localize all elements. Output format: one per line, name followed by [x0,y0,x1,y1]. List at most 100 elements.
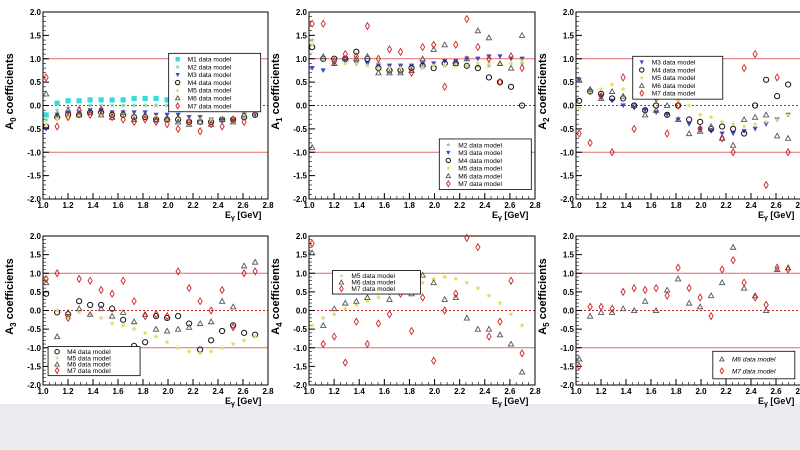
marker-diamond [153,309,159,319]
y-tick-label: 0.5 [30,288,42,297]
marker-diamond [464,14,470,24]
marker-star [442,62,448,69]
marker-star [708,114,714,120]
marker-diamond [420,42,426,52]
legend-label: M5 data model [652,75,696,82]
marker-star [486,60,492,66]
marker-star [519,60,525,66]
marker-diamond [620,287,626,297]
x-tick-label: 1.6 [645,201,657,210]
marker-triangle [352,297,360,304]
marker-triangle [75,305,83,312]
x-tick-label: 2.8 [795,201,800,210]
x-tick-label: 1.8 [404,387,416,396]
marker-diamond [54,366,60,375]
x-tick-label: 2.8 [262,387,274,396]
marker-star [252,109,258,115]
marker-triangle [119,108,127,116]
marker-diamond [664,129,670,138]
marker-square [98,97,104,103]
x-tick-label: 2.4 [745,387,757,396]
marker-circle [719,123,726,130]
marker-star [54,116,60,122]
marker-diamond [431,356,437,366]
y-tick-label: -1.5 [560,362,574,371]
marker-triangle-down [486,54,492,60]
marker-diamond [519,63,525,73]
marker-diamond [153,117,159,127]
marker-triangle [108,312,116,319]
x-tick-label: 2.4 [212,201,224,210]
marker-star [153,333,159,339]
marker-triangle [707,292,715,299]
marker-star [353,60,360,66]
marker-star [98,111,104,118]
marker-diamond [697,293,703,302]
marker-diamond [353,317,359,326]
x-tick-label: 2.2 [187,201,199,210]
marker-square [175,57,180,62]
x-tick-label: 1.2 [329,387,341,396]
marker-circle [785,81,792,88]
x-tick-label: 2.0 [695,387,707,396]
marker-triangle [641,111,649,118]
series-m5-data-model [43,277,258,356]
x-tick-label: 1.2 [595,201,607,210]
marker-triangle [240,262,248,269]
legend-label: M6 data model [458,173,502,180]
x-axis-label: Eγ [GeV] [492,396,528,408]
marker-star [175,87,180,93]
x-tick-label: 1.6 [379,201,391,210]
marker-triangle-down [497,54,503,60]
marker-triangle [630,101,638,109]
marker-star [339,273,344,278]
marker-square [164,97,170,103]
marker-diamond [98,285,104,295]
marker-triangle [75,111,83,118]
marker-diamond [54,122,60,131]
marker-star [375,60,382,66]
marker-star [785,111,791,118]
legend-label: M6 data model [652,83,696,90]
x-tick-label: 1.0 [303,387,315,396]
y-tick-label: 1.0 [296,269,308,278]
marker-diamond [375,319,382,328]
marker-diamond [785,148,791,157]
x-tick-label: 2.2 [454,201,466,210]
y-tick-label: -0.5 [560,125,574,134]
marker-star [774,116,780,122]
marker-triangle [386,69,393,76]
marker-circle [219,327,226,335]
marker-diamond [442,306,448,315]
marker-star [419,279,426,285]
marker-diamond [309,239,315,248]
legend-label: M7 data model [732,368,776,375]
marker-diamond [697,124,703,134]
marker-triangle [784,134,792,141]
marker-star [331,311,337,317]
x-tick-label: 2.2 [720,201,732,210]
x-tick-label: 2.2 [454,387,466,396]
marker-circle [639,67,645,73]
y-axis-label: A4coefficients [270,258,284,335]
marker-triangle [619,92,627,99]
marker-diamond [475,242,481,252]
marker-star [186,348,192,354]
marker-circle [186,320,193,327]
y-axis-label: A3coefficients [4,258,18,335]
marker-triangle [53,333,61,340]
marker-triangle [575,76,583,83]
marker-diamond [309,19,315,28]
x-tick-label: 2.8 [529,201,541,210]
marker-circle [576,97,583,104]
marker-star [87,311,93,317]
marker-star [741,123,747,129]
marker-diamond [446,180,451,188]
series-m7-data-model [576,255,791,371]
marker-diamond [741,63,747,73]
marker-diamond [197,126,203,136]
x-tick-label: 2.2 [720,387,732,396]
marker-diamond [708,311,714,321]
marker-circle [230,322,237,329]
